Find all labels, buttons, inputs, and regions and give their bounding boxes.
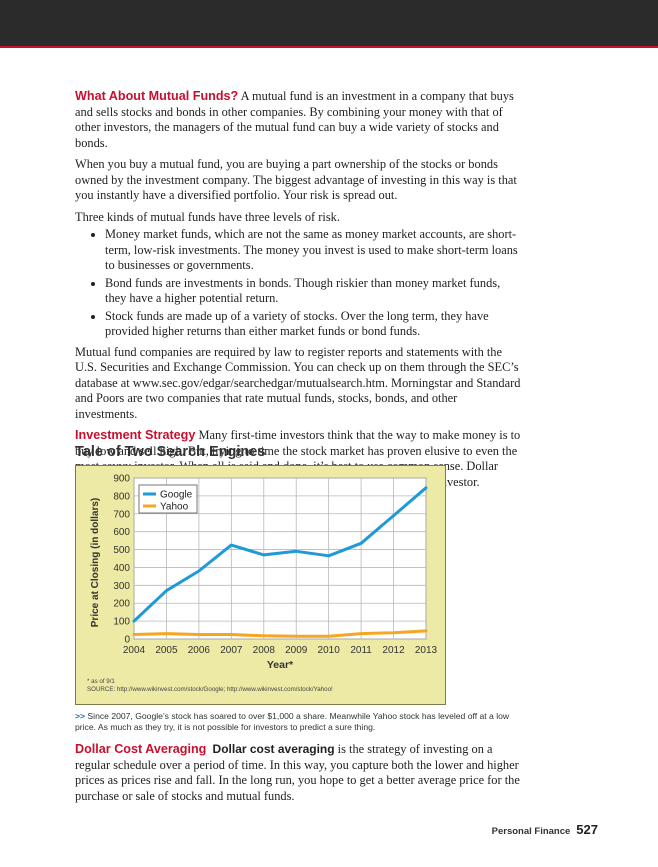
chart-title: Tale of Two Search Engines <box>75 444 266 460</box>
x-tick-label: 2007 <box>220 645 243 656</box>
data-point-google <box>361 543 362 544</box>
paragraph-buy: When you buy a mutual fund, you are buyi… <box>75 157 517 202</box>
chart-source: SOURCE: http://www.wikinvest.com/stock/G… <box>87 686 333 693</box>
data-point-yahoo <box>328 636 329 637</box>
data-point-yahoo <box>263 635 264 636</box>
paragraph-kinds: Three kinds of mutual funds have three l… <box>75 209 340 224</box>
y-tick-label: 600 <box>113 527 130 538</box>
x-tick-label: 2008 <box>253 645 276 656</box>
x-tick-label: 2011 <box>350 645 372 656</box>
x-tick-label: 2013 <box>415 645 438 656</box>
page-number: 527 <box>576 822 598 837</box>
legend-box <box>138 484 198 514</box>
series-line-google <box>132 486 428 623</box>
heading-mutual-funds: What About Mutual Funds? <box>75 89 239 103</box>
chart-footnote: * as of 9/1 <box>87 678 115 685</box>
body-text-top: What About Mutual Funds? A mutual fund i… <box>75 89 521 496</box>
line-chart: 0 100 200 300 400 500 600 700 800 900 2004 2005 2006… <box>90 474 438 672</box>
data-point-google <box>296 551 297 552</box>
header-bar <box>0 0 658 48</box>
y-tick-label: 900 <box>113 474 130 485</box>
y-tick-label: 700 <box>113 509 130 520</box>
x-tick-label: 2010 <box>318 645 341 656</box>
data-point-google <box>231 545 232 546</box>
data-point-google <box>393 515 394 516</box>
list-item: Bond funds are investments in bonds. Tho… <box>105 276 521 307</box>
data-point-yahoo <box>231 634 232 635</box>
y-tick-label: 500 <box>113 545 130 556</box>
chart-caption: >> Since 2007, Google’s stock has soared… <box>75 711 515 733</box>
legend-label: Yahoo <box>160 502 189 513</box>
x-tick-label: 2006 <box>188 645 211 656</box>
footer-section: Personal Finance <box>491 826 571 837</box>
data-point-google <box>134 621 135 622</box>
paragraph-mutual-funds: What About Mutual Funds? A mutual fund i… <box>75 89 521 151</box>
paragraph-dca: Dollar Cost Averaging Dollar cost averag… <box>75 742 521 804</box>
legend-label: Google <box>160 490 193 501</box>
y-tick-label: 800 <box>113 491 130 502</box>
y-axis-label: Price at Closing (in dollars) <box>90 498 101 627</box>
paragraph-dca-body: is the strategy of investing on a regula… <box>75 742 520 803</box>
y-tick-label: 300 <box>113 581 130 592</box>
data-point-google <box>198 571 199 572</box>
fund-types-list: Money market funds, which are not the sa… <box>75 227 521 340</box>
series-line-yahoo <box>132 629 428 638</box>
x-tick-label: 2009 <box>285 645 308 656</box>
header-red-rule <box>0 46 658 48</box>
x-tick-label: 2012 <box>382 645 405 656</box>
x-tick-label: 2004 <box>123 645 146 656</box>
x-tick-label: 2005 <box>155 645 178 656</box>
page-footer: Personal Finance 527 <box>492 821 598 839</box>
heading-dollar-cost-averaging: Dollar Cost Averaging <box>75 742 207 756</box>
body-text-bottom: Dollar Cost Averaging Dollar cost averag… <box>75 742 521 810</box>
data-point-google <box>328 555 329 556</box>
list-item: Money market funds, which are not the sa… <box>105 227 521 274</box>
data-point-google <box>166 590 167 591</box>
y-tick-label: 400 <box>113 563 130 574</box>
data-point-yahoo <box>166 633 167 634</box>
caption-marker: >> <box>75 711 86 721</box>
data-point-google <box>263 554 264 555</box>
y-tick-label: 200 <box>113 599 130 610</box>
data-point-yahoo <box>393 632 394 633</box>
chart-panel: 0 100 200 300 400 500 600 700 800 900 2004 2005 2006… <box>75 465 446 705</box>
caption-text: Since 2007, Google’s stock has soared to… <box>75 711 510 732</box>
paragraph-sec: Mutual fund companies are required by la… <box>75 344 521 421</box>
term-dollar-cost-averaging: Dollar cost averaging <box>212 742 335 756</box>
y-tick-label: 0 <box>124 635 130 646</box>
list-item: Stock funds are made up of a variety of … <box>105 309 521 340</box>
y-tick-label: 100 <box>113 617 130 628</box>
heading-investment-strategy: Investment Strategy <box>75 428 196 442</box>
data-point-yahoo <box>361 633 362 634</box>
data-point-yahoo <box>426 630 427 631</box>
data-point-yahoo <box>198 634 199 635</box>
data-point-google <box>426 487 427 488</box>
x-axis-label: Year* <box>267 659 294 671</box>
data-point-yahoo <box>134 634 135 635</box>
data-point-yahoo <box>296 636 297 637</box>
paragraph-mutual-body: A mutual fund is an investment in a comp… <box>75 89 514 150</box>
